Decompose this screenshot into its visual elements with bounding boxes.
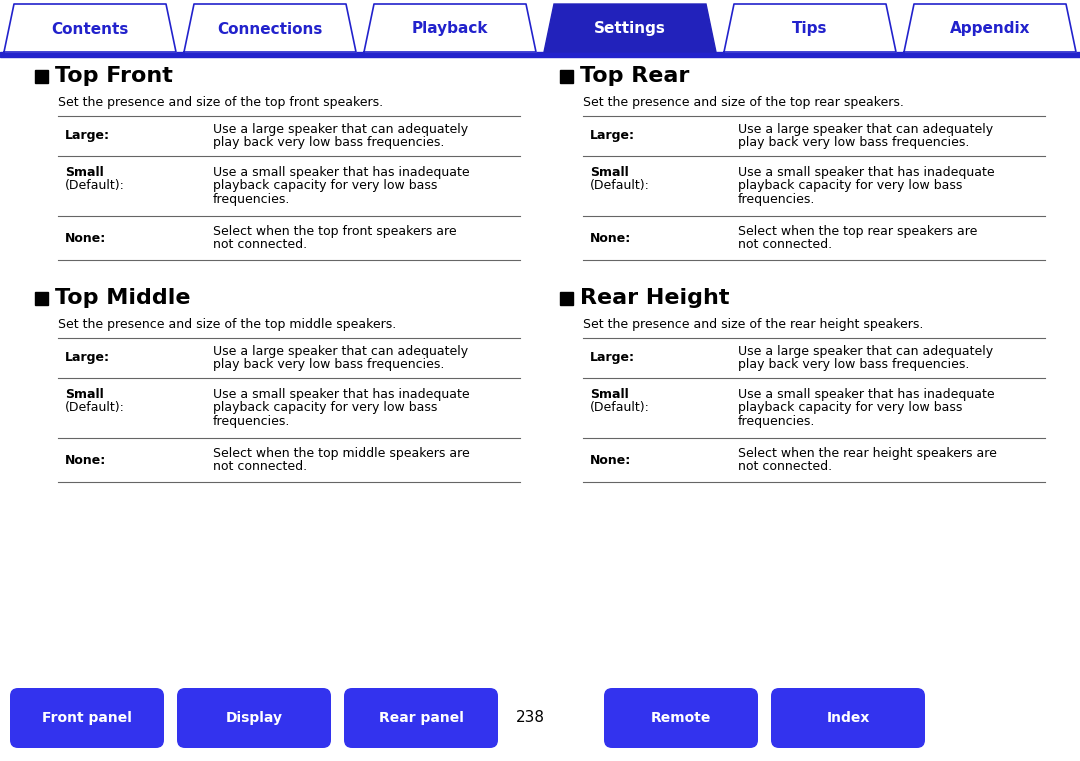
Text: not connected.: not connected. xyxy=(738,460,832,473)
Polygon shape xyxy=(4,4,176,52)
Text: Small: Small xyxy=(590,166,629,179)
Text: Contents: Contents xyxy=(52,21,129,37)
Polygon shape xyxy=(904,4,1076,52)
Text: Select when the top rear speakers are: Select when the top rear speakers are xyxy=(738,224,977,237)
Text: play back very low bass frequencies.: play back very low bass frequencies. xyxy=(738,358,970,371)
Bar xyxy=(0,52,1080,57)
Polygon shape xyxy=(544,4,716,52)
Text: Small: Small xyxy=(590,388,629,401)
Text: Use a small speaker that has inadequate: Use a small speaker that has inadequate xyxy=(738,166,995,179)
Polygon shape xyxy=(364,4,536,52)
Text: (Default):: (Default): xyxy=(590,401,650,414)
Text: playback capacity for very low bass: playback capacity for very low bass xyxy=(738,401,962,414)
Text: Rear panel: Rear panel xyxy=(379,711,463,725)
Text: Use a small speaker that has inadequate: Use a small speaker that has inadequate xyxy=(213,388,470,401)
Text: Small: Small xyxy=(65,388,104,401)
Text: Set the presence and size of the rear height speakers.: Set the presence and size of the rear he… xyxy=(583,318,923,331)
Text: Use a small speaker that has inadequate: Use a small speaker that has inadequate xyxy=(213,166,470,179)
Polygon shape xyxy=(724,4,896,52)
Text: Settings: Settings xyxy=(594,21,666,37)
Text: play back very low bass frequencies.: play back very low bass frequencies. xyxy=(213,358,444,371)
Text: play back very low bass frequencies.: play back very low bass frequencies. xyxy=(738,136,970,149)
FancyBboxPatch shape xyxy=(771,688,924,748)
Text: 238: 238 xyxy=(515,711,544,725)
Text: None:: None: xyxy=(65,454,106,466)
Text: Remote: Remote xyxy=(651,711,712,725)
FancyBboxPatch shape xyxy=(345,688,498,748)
Text: Select when the rear height speakers are: Select when the rear height speakers are xyxy=(738,447,997,460)
Text: Front panel: Front panel xyxy=(42,711,132,725)
Text: None:: None: xyxy=(590,231,631,244)
Text: not connected.: not connected. xyxy=(213,238,307,251)
Bar xyxy=(35,292,48,305)
Text: (Default):: (Default): xyxy=(65,179,125,192)
Text: playback capacity for very low bass: playback capacity for very low bass xyxy=(738,180,962,193)
Text: Use a large speaker that can adequately: Use a large speaker that can adequately xyxy=(738,345,994,358)
Text: frequencies.: frequencies. xyxy=(738,193,815,205)
Text: not connected.: not connected. xyxy=(213,460,307,473)
Text: Index: Index xyxy=(826,711,869,725)
Text: Select when the top middle speakers are: Select when the top middle speakers are xyxy=(213,447,470,460)
Text: None:: None: xyxy=(590,454,631,466)
Text: play back very low bass frequencies.: play back very low bass frequencies. xyxy=(213,136,444,149)
Text: Large:: Large: xyxy=(65,352,110,365)
Text: Use a small speaker that has inadequate: Use a small speaker that has inadequate xyxy=(738,388,995,401)
Bar xyxy=(35,70,48,83)
Text: Top Middle: Top Middle xyxy=(55,288,190,308)
Text: Large:: Large: xyxy=(65,129,110,142)
Text: playback capacity for very low bass: playback capacity for very low bass xyxy=(213,180,437,193)
Text: Appendix: Appendix xyxy=(949,21,1030,37)
Text: Set the presence and size of the top front speakers.: Set the presence and size of the top fro… xyxy=(58,96,383,109)
Text: Large:: Large: xyxy=(590,352,635,365)
Text: Large:: Large: xyxy=(590,129,635,142)
Text: Small: Small xyxy=(65,166,104,179)
Text: frequencies.: frequencies. xyxy=(213,415,291,428)
Text: (Default):: (Default): xyxy=(590,179,650,192)
FancyBboxPatch shape xyxy=(604,688,758,748)
Text: not connected.: not connected. xyxy=(738,238,832,251)
Text: Set the presence and size of the top rear speakers.: Set the presence and size of the top rea… xyxy=(583,96,904,109)
Text: Use a large speaker that can adequately: Use a large speaker that can adequately xyxy=(738,123,994,135)
Text: Set the presence and size of the top middle speakers.: Set the presence and size of the top mid… xyxy=(58,318,396,331)
FancyBboxPatch shape xyxy=(10,688,164,748)
Text: frequencies.: frequencies. xyxy=(738,415,815,428)
Text: Top Front: Top Front xyxy=(55,66,173,87)
Text: Display: Display xyxy=(226,711,283,725)
Text: Select when the top front speakers are: Select when the top front speakers are xyxy=(213,224,457,237)
Text: Tips: Tips xyxy=(793,21,827,37)
Polygon shape xyxy=(184,4,356,52)
Text: Use a large speaker that can adequately: Use a large speaker that can adequately xyxy=(213,123,468,135)
FancyBboxPatch shape xyxy=(177,688,330,748)
Text: Rear Height: Rear Height xyxy=(580,288,729,308)
Text: Playback: Playback xyxy=(411,21,488,37)
Bar xyxy=(561,70,573,83)
Text: frequencies.: frequencies. xyxy=(213,193,291,205)
Text: (Default):: (Default): xyxy=(65,401,125,414)
Text: Connections: Connections xyxy=(217,21,323,37)
Text: Use a large speaker that can adequately: Use a large speaker that can adequately xyxy=(213,345,468,358)
Text: playback capacity for very low bass: playback capacity for very low bass xyxy=(213,401,437,414)
Text: Top Rear: Top Rear xyxy=(580,66,689,87)
Bar xyxy=(561,292,573,305)
Text: None:: None: xyxy=(65,231,106,244)
